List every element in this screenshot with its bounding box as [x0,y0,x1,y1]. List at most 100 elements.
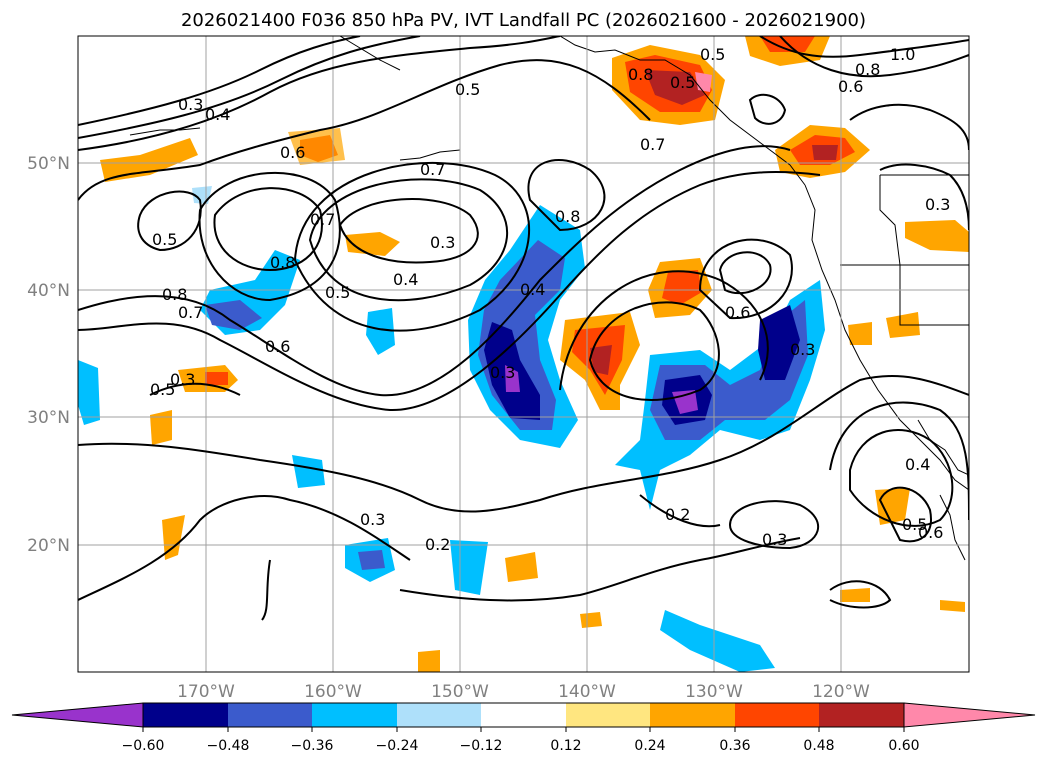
contour-label: 0.8 [855,60,880,79]
contour-label: 0.3 [762,530,787,549]
contour-labels: 0.3 0.4 0.5 0.5 0.6 0.7 0.7 0.8 0.8 0.5 … [150,45,950,554]
coastlines [129,36,969,561]
contour-label: 0.6 [838,77,863,96]
positive-pv-region [418,650,440,672]
colorbar-extend-min [11,702,144,728]
contour-label: 0.4 [393,270,418,289]
colorbar-tick-label: −0.48 [207,738,250,754]
contour-label: 0.5 [455,80,480,99]
colorbar-segment [397,703,481,727]
colorbar-segment [650,703,735,727]
ivt-contours [78,36,969,621]
positive-pv-region [150,410,172,445]
contour-label: 0.3 [925,195,950,214]
negative-pv-region [78,360,100,425]
positive-pv-region [848,322,872,345]
positive-pv-region [940,600,965,612]
colorbar-tick-label: 0.48 [803,738,834,754]
colorbar-segment [566,703,650,727]
contour-label: 0.3 [360,510,385,529]
colorbar-frame [142,702,905,728]
positive-pv-region [812,145,838,160]
colorbar-extend-max [903,702,1036,728]
contour-label: 0.6 [725,303,750,322]
contour-label: 0.5 [152,230,177,249]
contour-label: 0.3 [170,370,195,389]
graticule [78,36,969,672]
lon-label: 170°W [177,682,235,702]
positive-pv-region [840,588,870,602]
contour-label: 0.4 [905,455,930,474]
latitude-labels: 50°N 40°N 30°N 20°N [27,154,70,556]
contour-label: 0.2 [665,505,690,524]
colorbar-tick-label: 0.36 [719,738,750,754]
lat-label: 40°N [27,281,70,301]
negative-pv-region [758,305,800,380]
contour-label: 0.5 [700,45,725,64]
contour-label: 0.5 [670,73,695,92]
negative-pv-region [292,455,325,488]
negative-pv-region [366,308,395,355]
contour-label: 0.6 [280,143,305,162]
colorbar-tick-label: 0.24 [634,738,665,754]
positive-pv-region [100,138,198,182]
longitude-labels: 170°W 160°W 150°W 140°W 130°W 120°W [177,682,870,702]
contour-label: 0.5 [902,515,927,534]
positive-pv-region [162,515,185,560]
contour-label: 0.3 [790,340,815,359]
colorbar-tick-label: −0.12 [460,738,503,754]
colorbar-segment [143,703,228,727]
contour-label: 0.6 [918,523,943,542]
colorbar-tick-label: −0.24 [376,738,419,754]
contour-label: 0.2 [425,535,450,554]
colorbar-tick-label: 0.12 [550,738,581,754]
contour-label: 0.6 [265,337,290,356]
positive-pv-region [288,128,345,165]
lon-label: 130°W [685,682,743,702]
contour-label: 0.3 [490,363,515,382]
contour-label: 0.4 [520,280,545,299]
positive-pv-region [590,345,612,375]
colorbar-tick-label: −0.60 [122,738,165,754]
contour-label: 0.3 [430,233,455,252]
map-title: 2026021400 F036 850 hPa PV, IVT Landfall… [180,10,867,31]
contour-label: 0.8 [270,253,295,272]
negative-pv-region [660,610,775,672]
lon-label: 140°W [558,682,616,702]
contour-label: 0.8 [628,65,653,84]
pv-shading [78,36,969,672]
contour-label: 0.4 [205,105,230,124]
colorbar: −0.60 −0.48 −0.36 −0.24 −0.12 0.12 0.24 … [11,702,1036,754]
lat-label: 30°N [27,408,70,428]
negative-pv-region [450,540,488,595]
positive-pv-region [875,488,910,525]
colorbar-segment [228,703,312,727]
positive-pv-region [645,70,705,105]
contour-label: 0.7 [178,303,203,322]
positive-pv-region [905,220,969,252]
contour-label: 1.0 [890,45,915,64]
contour-label: 0.7 [310,210,335,229]
lat-label: 20°N [27,536,70,556]
colorbar-segment [819,703,904,727]
colorbar-tick-label: −0.36 [291,738,334,754]
colorbar-segment [312,703,397,727]
contour-label: 0.5 [150,380,175,399]
positive-pv-region [345,232,400,256]
positive-pv-region [662,270,702,305]
map-frame [77,35,970,673]
colorbar-segment [735,703,819,727]
negative-pv-region [358,550,385,570]
contour-label: 0.7 [640,135,665,154]
positive-pv-region [505,552,538,582]
negative-pv-region [205,300,262,330]
lat-label: 50°N [27,154,70,174]
positive-pv-region [580,612,602,628]
contour-label: 0.5 [325,283,350,302]
colorbar-segment [481,703,566,727]
lon-label: 150°W [431,682,489,702]
positive-pv-region [205,372,228,385]
lon-label: 160°W [304,682,362,702]
contour-label: 0.7 [420,160,445,179]
